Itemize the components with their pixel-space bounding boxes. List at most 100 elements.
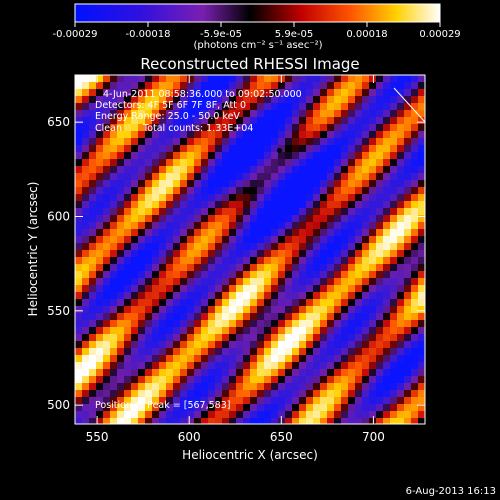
heatmap-cell xyxy=(250,369,258,377)
heatmap-cell xyxy=(383,369,391,377)
heatmap-cell xyxy=(355,124,363,132)
heatmap-cell xyxy=(299,257,307,265)
heatmap-cell xyxy=(327,194,335,202)
heatmap-cell xyxy=(215,341,223,349)
heatmap-cell xyxy=(208,117,216,125)
heatmap-cell xyxy=(376,201,384,209)
heatmap-cell xyxy=(334,250,342,258)
heatmap-cell xyxy=(180,320,188,328)
heatmap-cell xyxy=(257,285,265,293)
heatmap-cell xyxy=(299,348,307,356)
heatmap-cell xyxy=(320,313,328,321)
heatmap-cell xyxy=(187,369,195,377)
heatmap-cell xyxy=(411,271,419,279)
heatmap-cell xyxy=(257,243,265,251)
heatmap-cell xyxy=(264,292,272,300)
heatmap-cell xyxy=(208,103,216,111)
heatmap-cell xyxy=(145,383,153,391)
heatmap-cell xyxy=(348,110,356,118)
heatmap-cell xyxy=(75,285,83,293)
heatmap-cell xyxy=(75,376,83,384)
heatmap-cell xyxy=(341,117,349,125)
heatmap-cell xyxy=(355,362,363,370)
heatmap-cell xyxy=(390,306,398,314)
heatmap-cell xyxy=(215,89,223,97)
heatmap-cell xyxy=(236,404,244,412)
heatmap-cell xyxy=(299,271,307,279)
heatmap-cell xyxy=(285,96,293,104)
heatmap-cell xyxy=(152,75,160,83)
heatmap-cell xyxy=(131,278,139,286)
heatmap-cell xyxy=(355,257,363,265)
heatmap-cell xyxy=(152,383,160,391)
heatmap-cell xyxy=(369,292,377,300)
heatmap-cell xyxy=(103,173,111,181)
heatmap-cell xyxy=(187,131,195,139)
heatmap-cell xyxy=(292,397,300,405)
heatmap-cell xyxy=(292,117,300,125)
heatmap-cell xyxy=(96,82,104,90)
heatmap-cell xyxy=(292,82,300,90)
heatmap-cell xyxy=(320,278,328,286)
heatmap-cell xyxy=(173,306,181,314)
heatmap-cell xyxy=(194,166,202,174)
heatmap-cell xyxy=(131,82,139,90)
heatmap-cell xyxy=(159,201,167,209)
heatmap-cell xyxy=(313,138,321,146)
heatmap-cell xyxy=(355,89,363,97)
heatmap-cell xyxy=(124,173,132,181)
heatmap-cell xyxy=(89,145,97,153)
heatmap-cell xyxy=(285,348,293,356)
heatmap-cell xyxy=(418,250,425,258)
heatmap-cell xyxy=(278,173,286,181)
heatmap-cell xyxy=(264,222,272,230)
heatmap-cell xyxy=(320,369,328,377)
heatmap-cell xyxy=(292,404,300,412)
heatmap-cell xyxy=(82,278,90,286)
heatmap-cell xyxy=(152,89,160,97)
heatmap-cell xyxy=(131,250,139,258)
heatmap-cell xyxy=(362,327,370,335)
heatmap-cell xyxy=(131,369,139,377)
x-tick-label: 600 xyxy=(178,430,201,444)
heatmap-cell xyxy=(159,390,167,398)
heatmap-cell xyxy=(229,117,237,125)
heatmap-cell xyxy=(131,411,139,419)
heatmap-cell xyxy=(103,89,111,97)
heatmap-cell xyxy=(334,124,342,132)
heatmap-cell xyxy=(411,138,419,146)
heatmap-cell xyxy=(131,390,139,398)
heatmap-cell xyxy=(152,117,160,125)
heatmap-cell xyxy=(208,313,216,321)
heatmap-cell xyxy=(145,250,153,258)
heatmap-cell xyxy=(236,334,244,342)
heatmap-cell xyxy=(397,145,405,153)
heatmap-cell xyxy=(278,250,286,258)
heatmap-cell xyxy=(299,110,307,118)
heatmap-cell xyxy=(341,152,349,160)
heatmap-cell xyxy=(285,292,293,300)
heatmap-cell xyxy=(89,369,97,377)
heatmap-cell xyxy=(250,229,258,237)
heatmap-cell xyxy=(250,341,258,349)
heatmap-cell xyxy=(390,152,398,160)
heatmap-cell xyxy=(82,201,90,209)
heatmap-cell xyxy=(264,180,272,188)
heatmap-cell xyxy=(348,299,356,307)
heatmap-cell xyxy=(159,222,167,230)
heatmap-cell xyxy=(271,201,279,209)
heatmap-cell xyxy=(173,299,181,307)
heatmap-cell xyxy=(376,194,384,202)
heatmap-cell xyxy=(89,236,97,244)
heatmap-cell xyxy=(397,110,405,118)
heatmap-cell xyxy=(96,236,104,244)
heatmap-cell xyxy=(166,397,174,405)
heatmap-cell xyxy=(201,411,209,419)
heatmap-cell xyxy=(96,117,104,125)
heatmap-cell xyxy=(124,82,132,90)
heatmap-cell xyxy=(271,334,279,342)
heatmap-cell xyxy=(96,131,104,139)
heatmap-cell xyxy=(194,404,202,412)
heatmap-cell xyxy=(348,418,356,424)
heatmap-cell xyxy=(383,96,391,104)
